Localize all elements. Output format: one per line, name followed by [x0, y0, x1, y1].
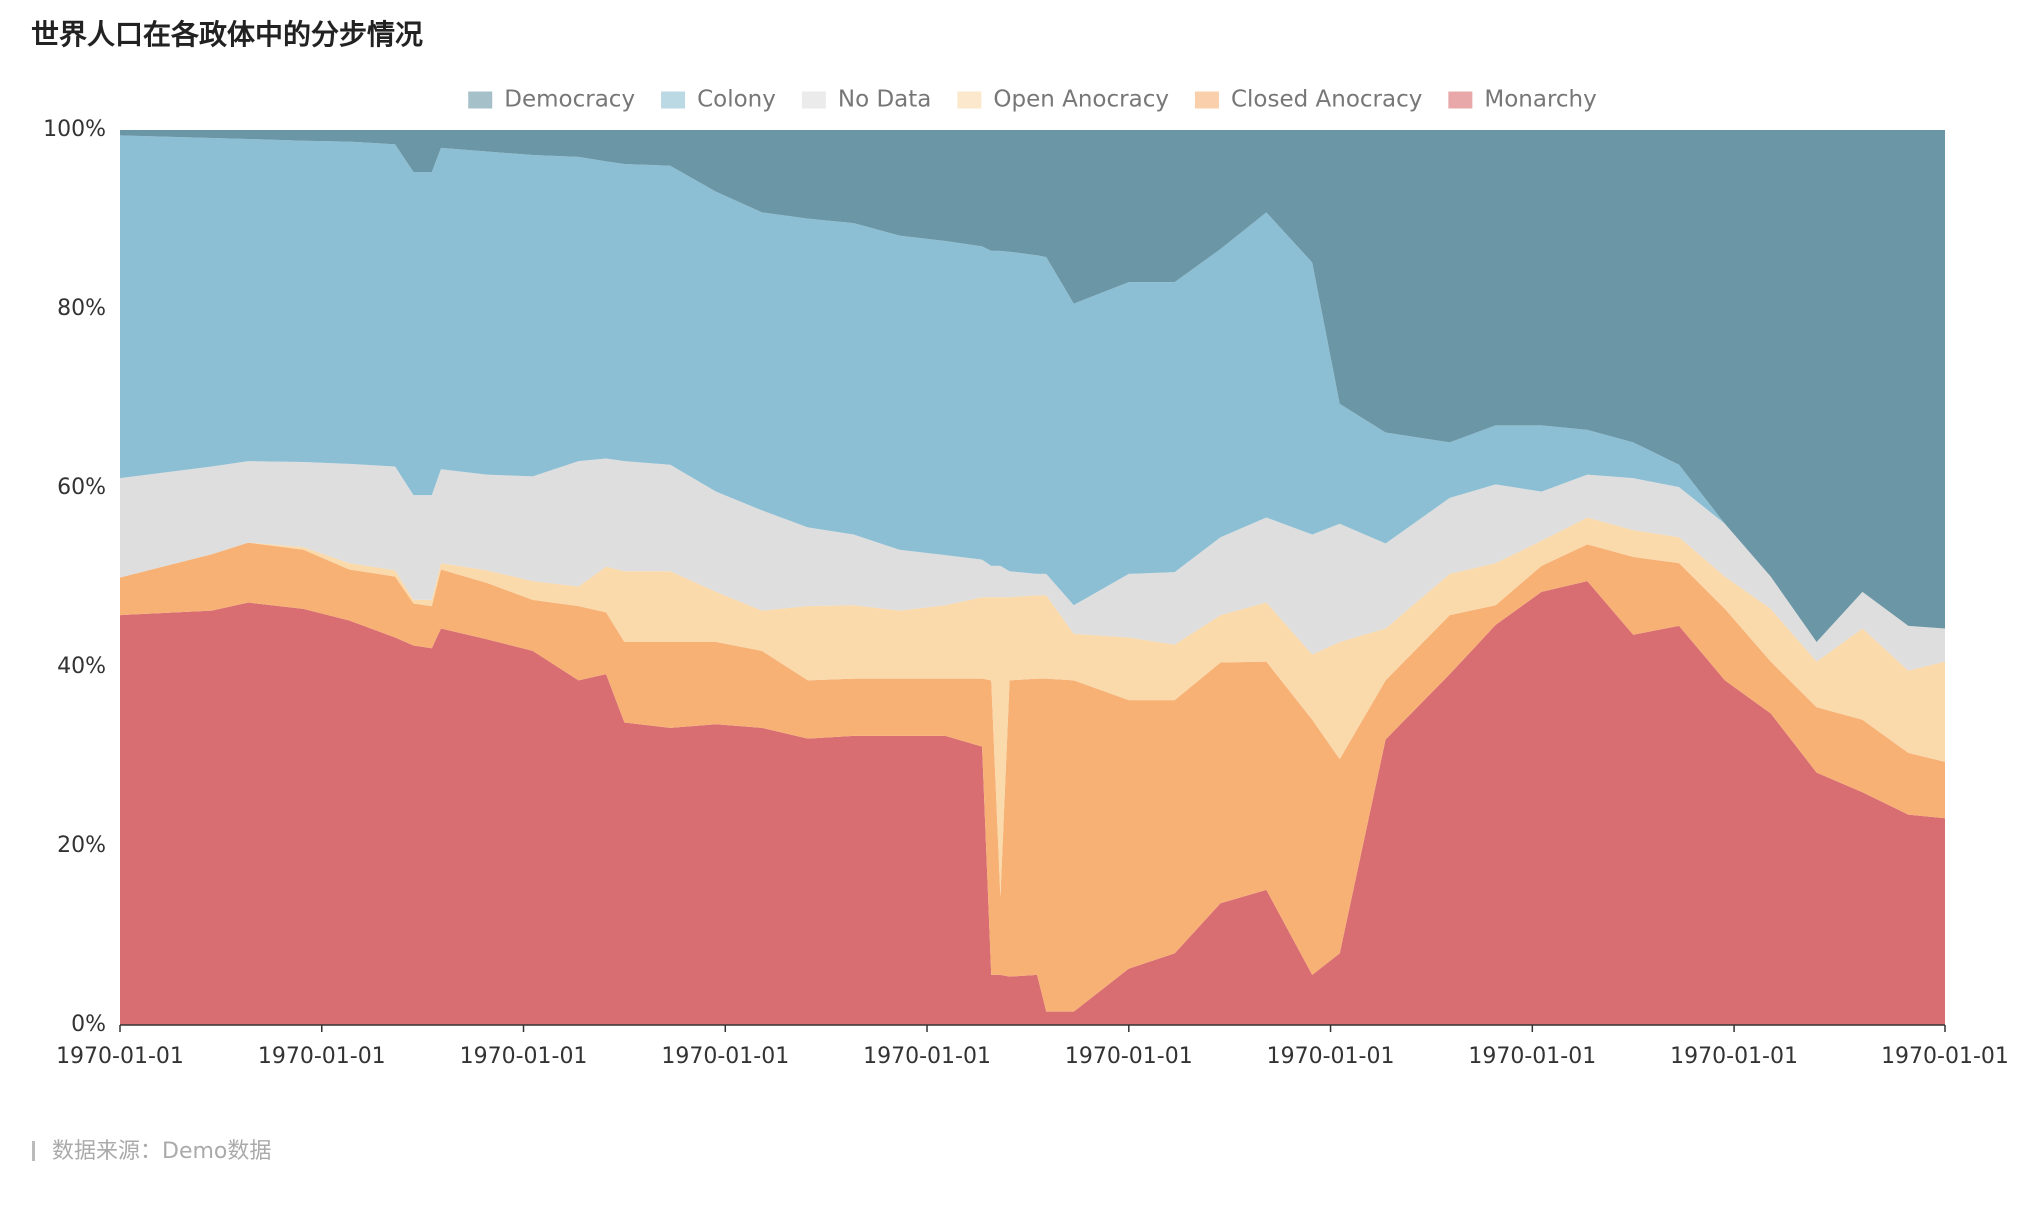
area: [120, 581, 1945, 1025]
chart-title: 世界人口在各政体中的分步情况: [31, 18, 423, 51]
area: [120, 135, 1945, 642]
legend-item: Democracy: [468, 87, 635, 113]
legend-item: No Data: [801, 87, 932, 113]
legend-label: No Data: [838, 87, 932, 113]
x-tick-label: 1970-01-01: [1267, 1044, 1395, 1069]
y-tick-label: 20%: [57, 833, 106, 858]
legend-swatch: [801, 91, 826, 109]
legend-swatch: [661, 91, 686, 109]
legend-label: Closed Anocracy: [1231, 87, 1422, 113]
legend-label: Open Anocracy: [993, 87, 1169, 113]
legend-label: Colony: [697, 87, 776, 113]
area: [120, 458, 1945, 671]
area: [120, 130, 1945, 642]
legend-label: Monarchy: [1484, 87, 1596, 113]
legend-label: Democracy: [504, 87, 635, 113]
y-tick-label: 40%: [57, 654, 106, 679]
legend-item: Monarchy: [1448, 87, 1597, 113]
legend-item: Open Anocracy: [957, 87, 1169, 113]
legend-swatch: [957, 91, 982, 109]
legend-swatch: [1448, 91, 1473, 109]
source-note: 数据来源：Demo数据: [52, 1139, 271, 1164]
legend: Democracy Colony No Data Open Anocracy Close…: [468, 87, 1597, 113]
y-tick-label: 100%: [43, 117, 106, 142]
legend-swatch: [1194, 91, 1219, 109]
x-tick-label: 1970-01-01: [56, 1044, 184, 1069]
x-tick-label: 1970-01-01: [1065, 1044, 1193, 1069]
y-tick-label: 0%: [71, 1012, 106, 1037]
x-tick-label: 1970-01-01: [1881, 1044, 2009, 1069]
legend-item: Closed Anocracy: [1194, 87, 1422, 113]
area: [120, 542, 1945, 1012]
legend-swatch: [468, 91, 493, 109]
legend-item: Colony: [661, 87, 776, 113]
x-tick-label: 1970-01-01: [258, 1044, 386, 1069]
source-marker: [32, 1141, 35, 1161]
y-tick-label: 80%: [57, 296, 106, 321]
x-tick-label: 1970-01-01: [863, 1044, 991, 1069]
x-tick-label: 1970-01-01: [661, 1044, 789, 1069]
y-tick-label: 60%: [57, 475, 106, 500]
x-tick-label: 1970-01-01: [1670, 1044, 1798, 1069]
areas: [120, 130, 1945, 1025]
x-tick-label: 1970-01-01: [460, 1044, 588, 1069]
x-tick-label: 1970-01-01: [1468, 1044, 1596, 1069]
